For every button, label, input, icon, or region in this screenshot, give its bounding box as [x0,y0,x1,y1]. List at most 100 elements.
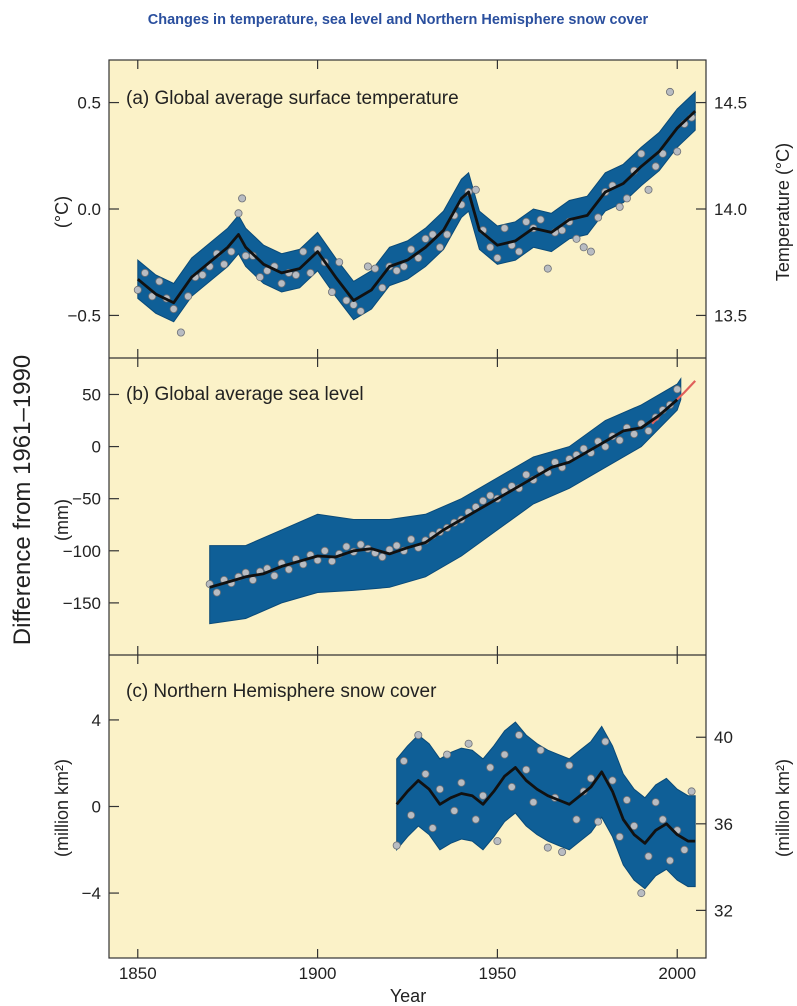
panel-a-data-point [155,277,164,286]
panel-a-data-point [277,279,286,288]
panel-a-data-point [349,300,358,309]
panel-b-data-point [378,553,387,562]
panel-a-ytick-label: 0.5 [77,94,101,113]
panel-a-data-point [622,194,631,203]
panel-a-data-point [658,149,667,158]
panel-a-data-point [615,202,624,211]
panel-b-ytick-label: 50 [82,385,101,404]
panel-c-ytick-label: −4 [82,884,101,903]
panel-a-title: (a) Global average surface temperature [126,88,459,109]
panel-c-data-point [572,815,581,824]
panel-a-data-point [522,217,531,226]
panel-a-data-point [536,215,545,224]
panel-a-ylabel-right: Temperature (°C) [773,143,793,281]
panel-a-ytick-right-label: 14.0 [714,200,747,219]
panel-a-data-point [515,247,524,256]
panel-a-data-point [586,247,595,256]
panel-a-data-point [363,262,372,271]
panel-b-data-point [320,546,329,555]
panel-b-data-point [673,385,682,394]
panel-b-smoothed-line [209,398,679,589]
panel-c-data-point [622,796,631,805]
panel-c-data-point [536,746,545,755]
panel-c-data-point [630,822,639,831]
panel-a-data-point [220,260,229,269]
panel-c-data-point [608,776,617,785]
panel-c-ylabel-right: (million km²) [773,759,793,857]
panel-a-data-point [572,234,581,243]
panel-c-data-point [428,824,437,833]
panel-c-data-point [680,845,689,854]
panel-a-data-point [371,264,380,273]
panel-a-data-point [500,224,509,233]
panel-c-data-point [507,783,516,792]
panel-c-data-point [435,785,444,794]
panel-c-data-point [594,817,603,826]
panel-c-data-point [500,750,509,759]
panel-a-data-point [140,268,149,277]
shared-xlabel: Year [390,986,426,1006]
panel-c-data-point [450,806,459,815]
panel-c-data-point [529,798,538,807]
panel-a-data-point [493,253,502,262]
panel-b-data-point [327,557,336,566]
shared-ylabel: Difference from 1961–1990 [9,355,36,645]
panel-a-data-point [335,258,344,267]
panel-a-data-point [579,243,588,252]
panel-b-data-point [392,541,401,550]
panel-c-data-point [601,737,610,746]
panel-a-data-point [399,262,408,271]
panel-c-snow-cover [392,721,696,898]
xtick-label: 1900 [299,964,337,983]
panel-a-data-point [299,247,308,256]
panel-c-data-point [443,750,452,759]
panel-c-ytick-label: 0 [92,798,101,817]
panel-c-data-point [543,843,552,852]
figure-frame [108,59,707,959]
panel-c-ylabel: (million km²) [52,759,72,857]
panel-c-title: (c) Northern Hemisphere snow cover [126,681,437,702]
panel-a-ytick-right-label: 14.5 [714,94,747,113]
panel-a-data-point [327,287,336,296]
panel-a-data-point [407,245,416,254]
panel-a-data-point [241,251,250,260]
panel-c-data-point [615,832,624,841]
panel-a-smoothed-line [136,110,697,305]
panel-a-data-point [673,147,682,156]
panel-a-ytick-right-label: 13.5 [714,306,747,325]
panel-a-data-point [421,234,430,243]
panel-c-data-point [651,798,660,807]
panel-a-data-point [644,185,653,194]
panel-b-sea-level [205,377,697,625]
panel-b-data-point [486,491,495,500]
panel-c-ytick-right-label: 36 [714,815,733,834]
panel-a-data-point [356,307,365,316]
panel-c-ytick-label: 4 [92,711,101,730]
panel-c-data-point [515,731,524,740]
panel-c-data-point [565,761,574,770]
panel-a-ytick-label: 0.0 [77,200,101,219]
panel-c-data-point [558,848,567,857]
panel-a-data-point [594,213,603,222]
panel-c-data-point [464,739,473,748]
panel-c-data-point [457,778,466,787]
panel-c-data-point [478,791,487,800]
panel-c-data-point [666,856,675,865]
xtick-label: 1950 [478,964,516,983]
panel-b-data-point [522,470,531,479]
panel-c-uncertainty-band [396,721,696,890]
panel-b-ytick-label: −50 [72,490,101,509]
panel-a-data-point [666,87,675,96]
panel-a-data-point [291,270,300,279]
panel-c-data-point [407,811,416,820]
panel-c-smoothed-line [395,766,696,845]
panel-b-data-point [342,542,351,551]
panel-b-ytick-label: −100 [63,542,101,561]
panel-c-ytick-right-label: 32 [714,901,733,920]
panel-b-ytick-label: 0 [92,438,101,457]
panel-a-data-point [255,273,264,282]
panel-a-data-point [198,270,207,279]
panel-c-data-point [687,787,696,796]
figure-title: Changes in temperature, sea level and No… [148,12,649,28]
